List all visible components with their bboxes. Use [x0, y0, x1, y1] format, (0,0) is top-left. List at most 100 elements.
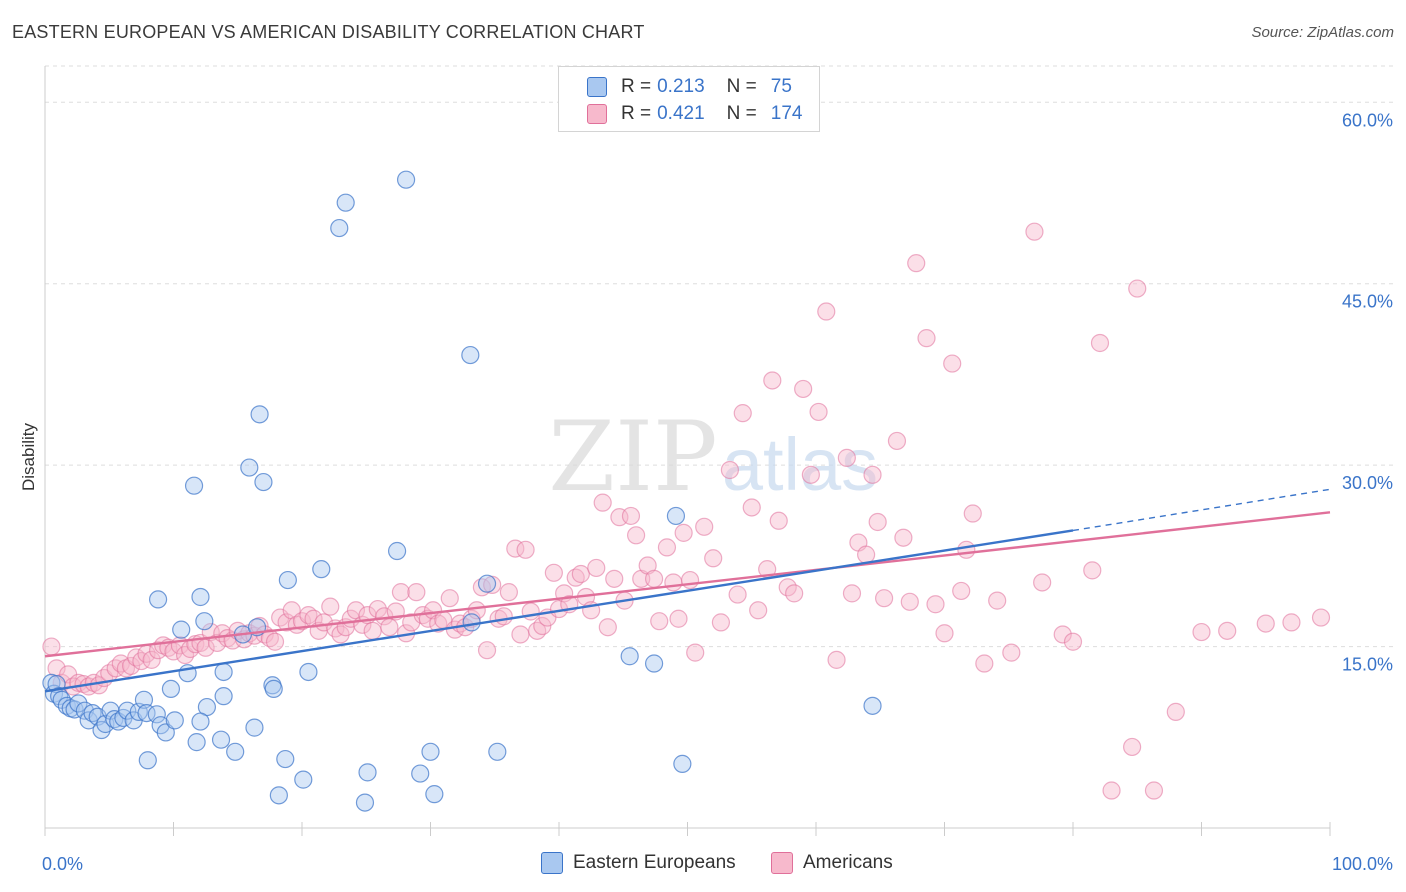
american-point [208, 633, 227, 653]
american-point [142, 650, 161, 669]
american-point [391, 583, 411, 602]
american-point [533, 616, 552, 636]
eastern-european-point [620, 647, 639, 666]
american-point [1033, 573, 1052, 592]
eastern-european-point [396, 170, 416, 189]
american-point [935, 624, 954, 643]
american-point [321, 597, 340, 616]
legend-item-eastern-europeans[interactable]: Eastern Europeans [541, 852, 736, 874]
legend-n-label: N = [726, 76, 757, 97]
american-point [657, 538, 677, 557]
legend-n-value: 174 [770, 103, 803, 124]
eastern-european-point [355, 793, 375, 812]
eastern-european-point [138, 751, 157, 770]
american-point [887, 431, 907, 451]
watermark-atlas: atlas [722, 423, 878, 506]
american-point [711, 613, 731, 632]
watermark-zip: ZIP [548, 401, 717, 513]
american-point [368, 599, 387, 619]
eastern-european-point [276, 749, 295, 769]
trend-lines [44, 488, 1331, 693]
american-point [593, 493, 612, 512]
eastern-european-point [488, 742, 507, 761]
american-point [817, 302, 836, 321]
eastern-european-point [863, 696, 882, 715]
american-point [1090, 333, 1110, 353]
american-point [664, 573, 683, 592]
american-point [669, 609, 688, 628]
eastern-european-point [264, 679, 283, 699]
american-point [1282, 613, 1301, 632]
american-point [528, 621, 547, 640]
american-point [511, 625, 530, 644]
eastern-european-point [477, 574, 497, 593]
american-point [407, 583, 426, 602]
eastern-european-point [129, 702, 148, 721]
american-point [704, 549, 723, 568]
american-point [1144, 781, 1164, 800]
american-point [674, 523, 693, 542]
eastern-european-point [195, 612, 214, 631]
american-point [1218, 621, 1237, 640]
american-point [106, 659, 125, 678]
legend-row-americans: R = 0.421 N = 174 [587, 102, 802, 126]
tick-labels: 15.0% 30.0% 45.0% 60.0% 0.0% 100.0% Disability [19, 110, 1393, 874]
american-point [988, 591, 1007, 610]
eastern-europeans-trend-line [44, 529, 1074, 693]
eastern-european-point [250, 405, 269, 424]
american-point [650, 612, 669, 631]
eastern-european-point [254, 472, 273, 492]
eastern-european-point [358, 763, 377, 782]
eastern-european-point [425, 785, 444, 804]
american-point [1063, 632, 1083, 651]
y-tick-label: 60.0% [1342, 110, 1393, 130]
eastern-european-point [240, 458, 259, 477]
eastern-european-point [462, 613, 481, 632]
eastern-european-point [147, 705, 166, 724]
american-point [1123, 737, 1142, 757]
american-point [1166, 702, 1185, 721]
american-point [749, 601, 768, 620]
american-point [809, 402, 828, 422]
correlation-legend: R = 0.213 N = 75 R = 0.421 N = 174 [558, 66, 820, 132]
american-point [626, 526, 646, 545]
eastern-european-point [336, 193, 355, 212]
eastern-european-point [172, 620, 191, 639]
american-point [1083, 561, 1102, 580]
eastern-european-point [184, 476, 204, 495]
american-point [363, 621, 382, 640]
eastern-european-point [161, 679, 181, 699]
legend-item-americans[interactable]: Americans [771, 852, 893, 874]
american-point [733, 404, 752, 423]
american-point [801, 465, 820, 484]
american-point [868, 512, 887, 532]
legend-r-value: 0.421 [657, 103, 705, 124]
x-tick-label: 100.0% [1332, 854, 1393, 874]
y-tick-label: 30.0% [1342, 473, 1393, 493]
y-tick-label: 15.0% [1342, 655, 1393, 675]
eastern-european-point [421, 742, 440, 761]
american-point [587, 558, 606, 578]
legend-swatch-pink [587, 104, 607, 124]
eastern-european-point [294, 770, 313, 789]
american-point [1025, 222, 1044, 241]
eastern-european-point [644, 654, 664, 673]
american-point [952, 581, 971, 601]
eastern-european-point [214, 662, 233, 682]
legend-label-americans: Americans [803, 852, 893, 873]
legend-swatch-blue [541, 852, 563, 874]
eastern-european-point [245, 718, 264, 737]
american-point [516, 540, 535, 559]
american-point [680, 570, 700, 590]
american-point [610, 508, 629, 527]
american-point [857, 545, 876, 564]
american-point [900, 592, 919, 611]
legend-label-eastern-europeans: Eastern Europeans [573, 852, 736, 873]
american-point [605, 569, 624, 588]
y-tick-label: 45.0% [1342, 292, 1393, 312]
legend-r-value: 0.213 [657, 76, 705, 97]
american-point [265, 632, 285, 651]
american-point [42, 637, 61, 656]
american-point [728, 585, 747, 604]
